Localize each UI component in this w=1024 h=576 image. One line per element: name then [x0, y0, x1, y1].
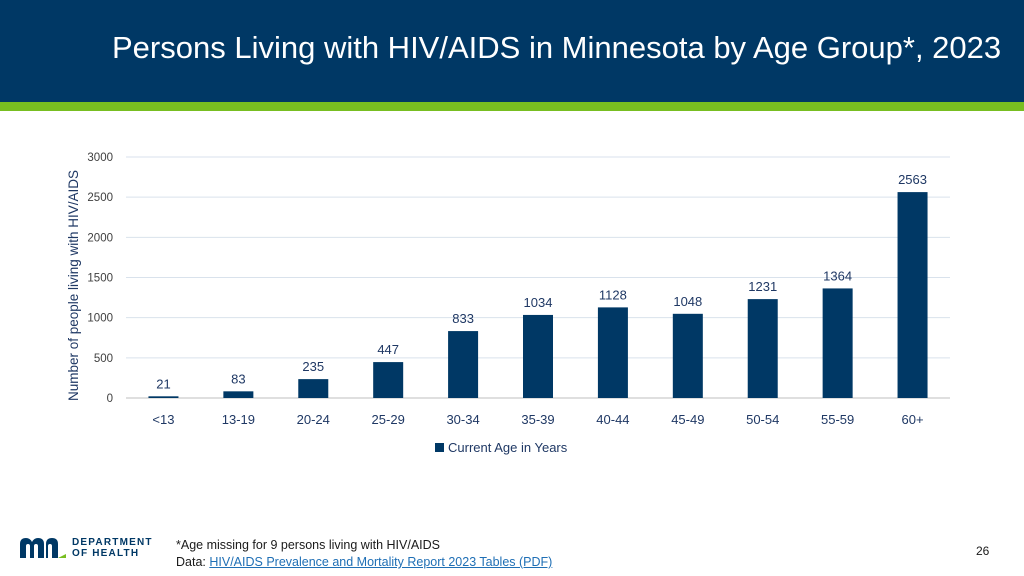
logo-text: DEPARTMENT OF HEALTH: [72, 537, 153, 559]
bar: [148, 396, 179, 398]
x-tick-label: 50-54: [746, 412, 779, 427]
y-tick-label: 1500: [87, 273, 113, 285]
x-tick-label: 20-24: [297, 412, 330, 427]
logo-line-1: DEPARTMENT: [72, 537, 153, 548]
x-tick-label: 55-59: [821, 412, 854, 427]
y-tick-label: 0: [107, 393, 113, 405]
page-number: 26: [976, 544, 990, 558]
x-tick-label: 30-34: [446, 412, 479, 427]
x-tick-label: 35-39: [521, 412, 554, 427]
data-label: 1128: [599, 287, 627, 302]
legend-label: Current Age in Years: [448, 440, 568, 455]
missing-age-note: *Age missing for 9 persons living with H…: [176, 538, 440, 552]
data-label: 1231: [748, 279, 777, 294]
bar: [897, 192, 928, 398]
data-source-link[interactable]: HIV/AIDS Prevalence and Mortality Report…: [209, 555, 553, 569]
data-label: 1034: [524, 295, 553, 310]
data-label: 21: [156, 376, 170, 391]
y-tick-label: 2500: [87, 192, 113, 204]
data-prefix: Data:: [176, 555, 210, 569]
x-tick-label: 60+: [902, 412, 924, 427]
bar: [597, 307, 628, 398]
data-label: 83: [231, 371, 245, 386]
footer-note: *Age missing for 9 persons living with H…: [176, 537, 552, 571]
bar: [672, 313, 703, 398]
x-tick-label: 45-49: [671, 412, 704, 427]
bar: [298, 379, 329, 398]
legend-swatch: [435, 443, 444, 452]
mn-department-of-health-logo: [20, 538, 66, 558]
data-label: 1048: [673, 294, 702, 309]
bar: [523, 314, 553, 398]
y-tick-label: 500: [94, 353, 113, 365]
x-tick-label: 13-19: [222, 412, 255, 427]
page-title: Persons Living with HIV/AIDS in Minnesot…: [112, 30, 1002, 65]
y-tick-label: 2000: [87, 232, 113, 244]
data-label: 1364: [823, 268, 852, 283]
data-source-line: Data: HIV/AIDS Prevalence and Mortality …: [176, 554, 552, 571]
bar: [747, 299, 778, 398]
logo-line-2: OF HEALTH: [72, 548, 140, 559]
data-label: 447: [377, 342, 399, 357]
x-tick-label: 25-29: [372, 412, 405, 427]
bar: [223, 391, 254, 398]
bar: [373, 362, 404, 398]
bar: [448, 331, 479, 398]
header-bar: [0, 0, 1024, 102]
bar: [822, 288, 853, 398]
data-label: 833: [452, 311, 474, 326]
data-label: 2563: [898, 172, 927, 187]
y-tick-label: 3000: [87, 152, 113, 164]
header-accent-stripe: [0, 102, 1024, 111]
x-tick-label: 40-44: [596, 412, 629, 427]
data-label: 235: [302, 359, 324, 374]
y-axis-label: Number of people living with HIV/AIDS: [66, 170, 81, 401]
y-tick-label: 1000: [87, 313, 113, 325]
x-tick-label: <13: [152, 412, 174, 427]
